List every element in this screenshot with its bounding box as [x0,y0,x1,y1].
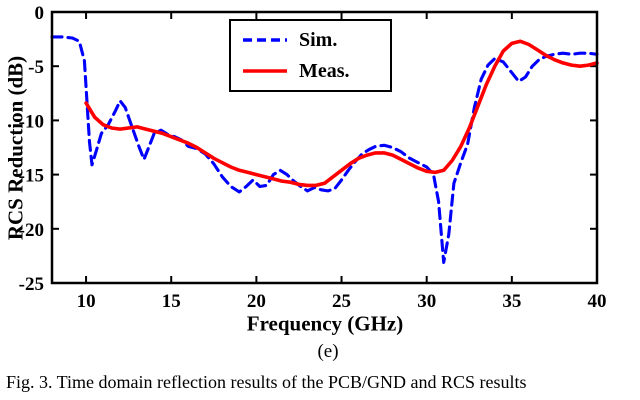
y-tick-label: 0 [35,3,45,24]
sim-line [50,35,599,264]
y-tick-label: -25 [19,274,44,295]
legend-label-sim: Sim. [299,28,338,51]
sim-line-sample [243,38,287,42]
x-tick-label: 25 [332,291,351,312]
legend-entry-sim: Sim. [241,26,380,54]
meas-line-sample [243,69,287,73]
y-axis-label: RCS Reduction (dB) [3,55,28,241]
x-tick-label: 10 [77,291,96,312]
x-tick-label: 35 [502,291,521,312]
legend-label-meas: Meas. [299,59,350,82]
legend: Sim. Meas. [229,19,392,92]
x-tick-label: 30 [417,291,436,312]
x-tick-label: 40 [588,291,607,312]
x-tick-label: 20 [247,291,266,312]
y-tick-label: -5 [28,57,44,78]
meas-line [84,39,599,188]
subfigure-label: (e) [317,341,339,362]
y-tick-label: -15 [19,166,44,187]
x-axis-label: Frequency (GHz) [246,311,404,336]
y-tick-label: -20 [19,220,44,241]
plot-box [50,10,599,285]
x-tick-label: 15 [162,291,181,312]
figure-caption: Fig. 3. Time domain reflection results o… [6,372,527,392]
legend-entry-meas: Meas. [241,57,380,85]
y-tick-label: -10 [19,111,44,132]
